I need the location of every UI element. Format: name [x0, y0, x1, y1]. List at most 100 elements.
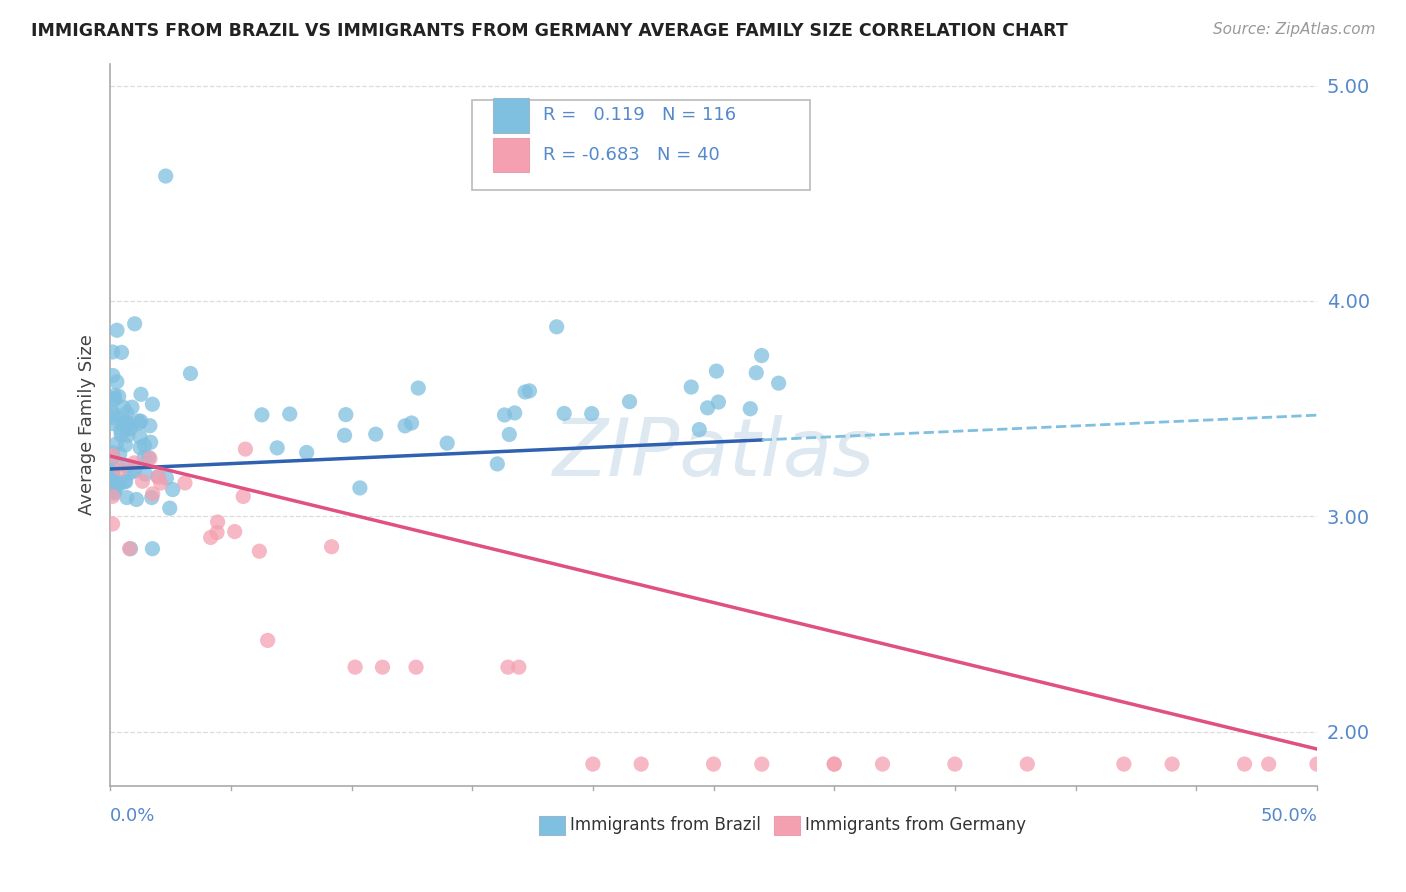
Point — [503, 406, 526, 420]
Point — [101, 475, 124, 489]
Point — [155, 471, 177, 485]
Point — [751, 757, 773, 772]
Point — [117, 428, 139, 442]
Point — [141, 541, 163, 556]
Point — [740, 401, 762, 416]
Point — [335, 408, 357, 422]
Point — [101, 467, 124, 482]
Point — [179, 367, 201, 381]
Point — [127, 414, 149, 428]
Point — [129, 430, 152, 444]
Point — [1233, 757, 1256, 772]
Point — [101, 368, 124, 383]
Point — [349, 481, 371, 495]
Point — [112, 401, 135, 415]
Point — [110, 462, 132, 476]
Point — [146, 470, 169, 484]
Point — [266, 441, 288, 455]
Point — [823, 757, 845, 772]
Point — [872, 757, 894, 772]
Point — [114, 475, 136, 489]
Point — [105, 437, 128, 451]
Point — [232, 490, 254, 504]
Point — [768, 376, 790, 391]
Point — [134, 450, 156, 464]
Point — [256, 633, 278, 648]
Bar — [773, 816, 800, 835]
Point — [101, 451, 124, 466]
Point — [129, 441, 152, 455]
FancyBboxPatch shape — [472, 100, 810, 190]
Point — [121, 401, 143, 415]
Point — [162, 483, 184, 497]
Point — [141, 491, 163, 505]
Point — [406, 381, 429, 395]
Point — [101, 449, 124, 463]
Point — [103, 485, 125, 500]
Point — [149, 475, 172, 490]
Point — [333, 428, 356, 442]
Point — [115, 458, 138, 473]
Point — [125, 492, 148, 507]
Point — [101, 411, 124, 425]
Point — [494, 408, 516, 422]
Point — [118, 541, 141, 556]
Point — [101, 445, 124, 459]
Point — [101, 392, 124, 406]
Point — [703, 757, 725, 772]
Point — [112, 416, 135, 430]
Point — [155, 169, 177, 183]
Point — [496, 660, 519, 674]
Point — [129, 387, 152, 401]
Point — [401, 416, 423, 430]
Text: Source: ZipAtlas.com: Source: ZipAtlas.com — [1212, 22, 1375, 37]
Point — [486, 457, 509, 471]
Point — [101, 459, 124, 474]
Point — [207, 515, 229, 529]
Point — [364, 427, 387, 442]
Point — [250, 408, 273, 422]
Point — [103, 486, 125, 500]
Point — [553, 407, 575, 421]
Point — [108, 476, 131, 491]
Point — [120, 541, 142, 556]
Text: Immigrants from Brazil: Immigrants from Brazil — [569, 816, 761, 834]
Point — [120, 466, 142, 480]
Point — [111, 417, 134, 432]
Point — [103, 407, 125, 421]
Point — [174, 475, 197, 490]
Point — [115, 414, 138, 428]
Point — [371, 660, 394, 674]
Point — [115, 406, 138, 420]
Point — [120, 420, 142, 434]
Point — [1112, 757, 1135, 772]
Point — [745, 366, 768, 380]
Point — [103, 388, 125, 402]
Point — [321, 540, 343, 554]
Point — [128, 417, 150, 431]
Point — [115, 417, 138, 432]
Point — [751, 349, 773, 363]
Bar — [492, 98, 529, 133]
Point — [519, 384, 541, 398]
Point — [101, 417, 124, 431]
Point — [1306, 757, 1329, 772]
Point — [681, 380, 703, 394]
Point — [101, 466, 124, 480]
Point — [101, 406, 124, 420]
Point — [707, 395, 730, 409]
Point — [581, 407, 603, 421]
Point — [688, 423, 710, 437]
Point — [205, 525, 228, 540]
Text: ZIPatlas: ZIPatlas — [553, 415, 875, 492]
Point — [1017, 757, 1039, 772]
Point — [110, 424, 132, 438]
Point — [582, 757, 605, 772]
Bar — [538, 816, 565, 835]
Point — [513, 384, 536, 399]
Y-axis label: Average Family Size: Average Family Size — [79, 334, 96, 516]
Point — [101, 489, 124, 503]
Point — [159, 501, 181, 516]
Point — [142, 487, 165, 501]
Point — [405, 660, 427, 674]
